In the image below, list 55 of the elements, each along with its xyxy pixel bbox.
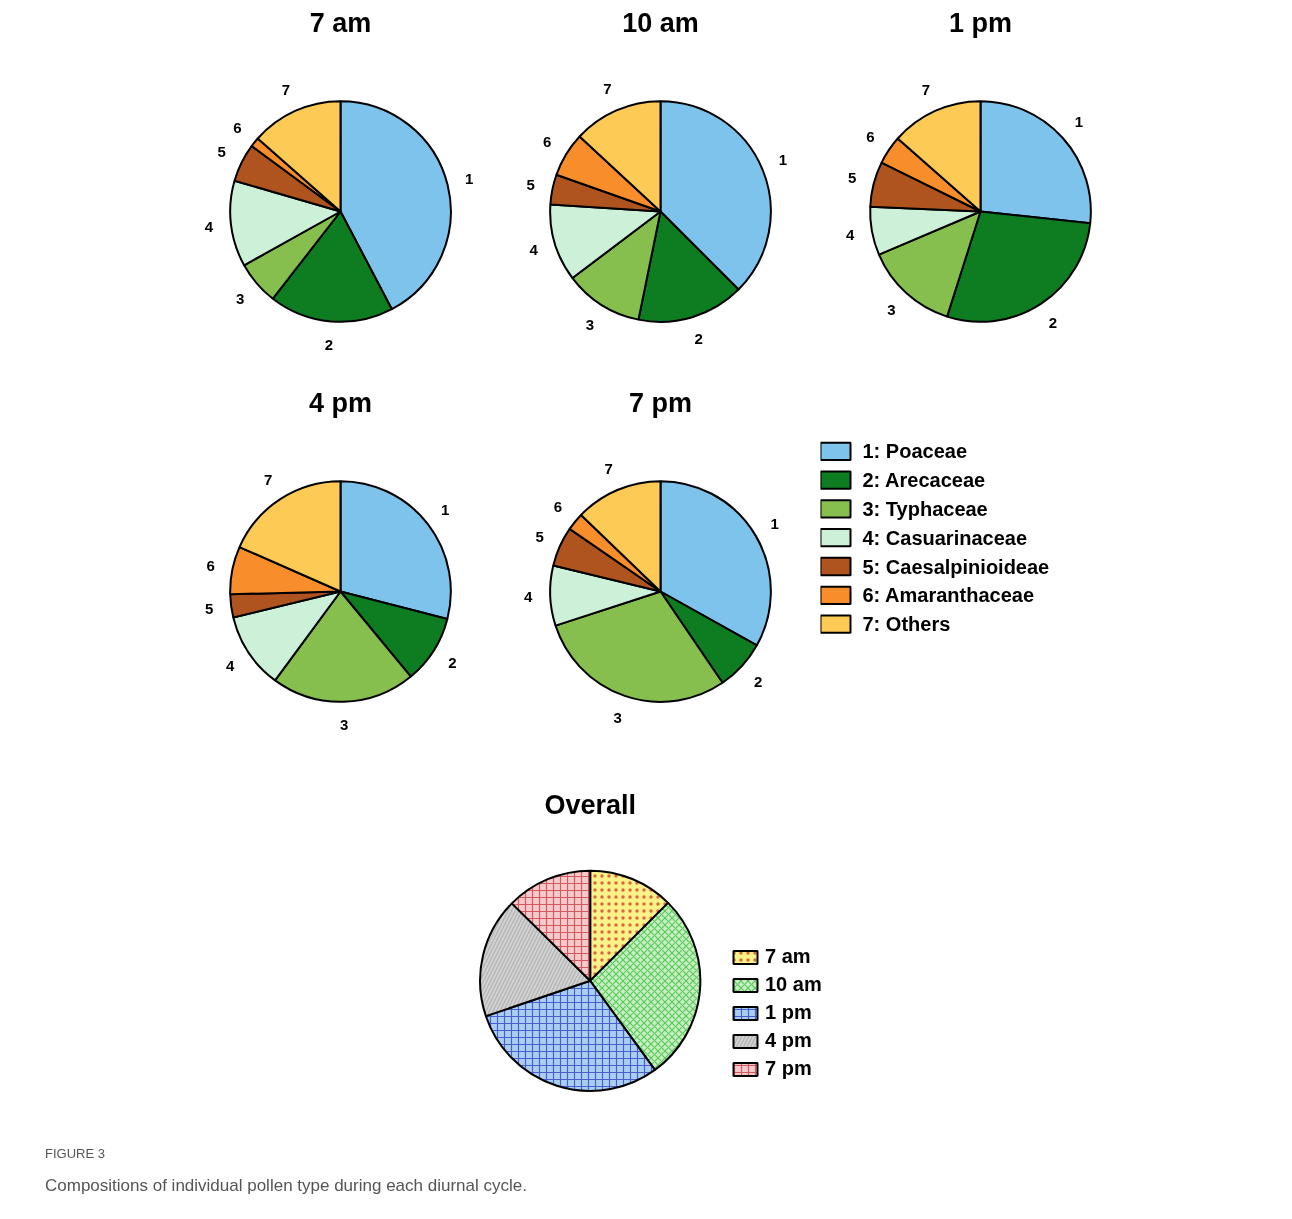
slice-label: 2 <box>753 672 763 690</box>
slice-label: 7 <box>263 470 273 488</box>
slice-label: 3 <box>235 289 245 307</box>
chart-title: 4 pm <box>308 387 373 418</box>
slice-label: 7 <box>604 459 613 477</box>
slice-label: 3 <box>585 315 595 333</box>
chart-title: 10 am <box>622 7 699 38</box>
slice-label: 3 <box>887 301 896 319</box>
slice-label: 2 <box>694 330 703 348</box>
slice-label: 5 <box>217 143 226 161</box>
slice-label: 7 <box>281 80 291 98</box>
slice-label: 3 <box>613 708 622 726</box>
slice-label: 4 <box>204 217 214 235</box>
slice-label: 5 <box>535 527 544 545</box>
legend-label: 1 pm <box>765 1001 812 1024</box>
slice-label: 3 <box>340 716 349 734</box>
text: Compositions of individual pollen type during each diurnal cycle. <box>45 1174 527 1197</box>
slice-label: 5 <box>205 600 214 618</box>
slice-label: 6 <box>866 128 875 146</box>
slice-label: 7 <box>921 80 931 98</box>
category-label: 7: Others <box>862 613 951 636</box>
slice-label: 6 <box>233 118 242 136</box>
slice-label: 6 <box>543 133 552 151</box>
slice-label: 4 <box>529 240 539 258</box>
category-label: 5: Caesalpinioideae <box>862 555 1050 578</box>
chart-title: 7 pm <box>628 387 693 418</box>
chart-title: 7 am <box>309 7 372 38</box>
category-label: 2: Arecaceae <box>862 469 986 492</box>
slice-label: 6 <box>553 497 563 515</box>
slice-label: 4 <box>226 656 236 674</box>
slice-label: 1 <box>464 170 474 188</box>
slice-label: 1 <box>778 151 788 169</box>
slice-label: 6 <box>206 556 215 574</box>
slice-label: 7 <box>603 80 612 98</box>
caption: FIGURE 3 <box>45 1145 105 1163</box>
legend-label: 7 am <box>765 945 811 968</box>
slice-label: 2 <box>448 654 457 672</box>
category-label: 3: Typhaceae <box>862 497 988 520</box>
legend-label: 4 pm <box>765 1029 812 1052</box>
slice-label: 5 <box>526 175 535 193</box>
legend-label: 7 pm <box>765 1057 812 1080</box>
slice-label: 1 <box>440 500 450 518</box>
legend-label: 10 am <box>765 973 822 996</box>
slice-label: 5 <box>848 169 857 187</box>
slice-label: 4 <box>524 587 534 605</box>
chart-title: Overall <box>544 789 636 820</box>
slice-label: 2 <box>324 335 334 353</box>
slice-label: 1 <box>770 514 779 532</box>
category-label: 6: Amaranthaceae <box>862 584 1035 607</box>
slice-label: 1 <box>1074 113 1084 131</box>
slice-label: 2 <box>1048 314 1058 332</box>
category-label: 1: Poaceae <box>862 440 968 463</box>
slice-label: 4 <box>846 226 856 244</box>
category-label: 4: Casuarinaceae <box>862 526 1028 549</box>
chart-title: 1 pm <box>948 7 1013 38</box>
